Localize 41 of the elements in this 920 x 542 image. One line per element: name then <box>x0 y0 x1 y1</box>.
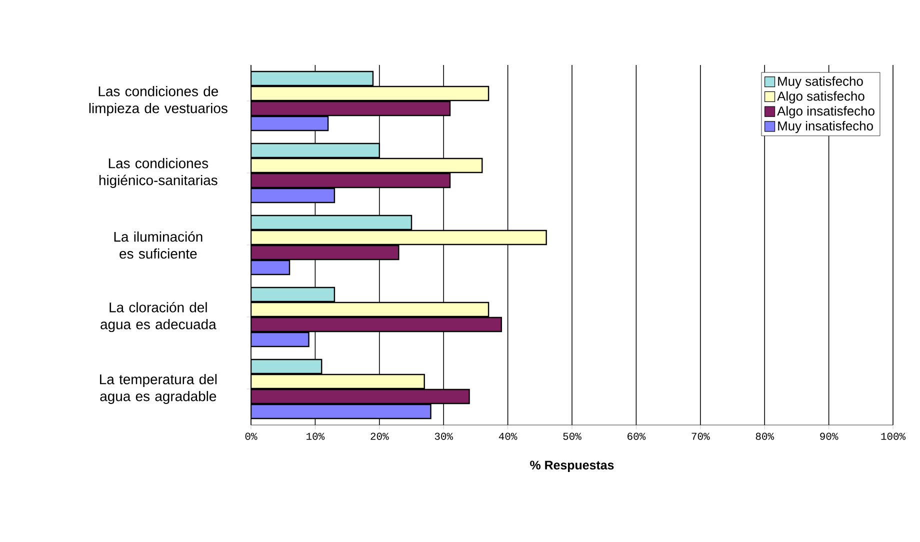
y-tick-label: Las condiciones higiénico-sanitarias <box>99 158 218 188</box>
legend-label: Algo satisfecho <box>777 91 864 104</box>
x-tick-label: 0% <box>245 432 258 440</box>
x-tick-label: 30% <box>434 432 454 440</box>
bar <box>251 286 336 302</box>
bar <box>251 244 400 260</box>
x-tick-label: 40% <box>498 432 518 440</box>
y-tick-label: La temperatura del agua es agradable <box>100 374 217 404</box>
y-tick-label: La cloración del agua es adecuada <box>100 302 216 332</box>
bar <box>251 332 310 348</box>
bar <box>251 358 322 374</box>
bar <box>251 316 502 332</box>
y-tick-label: Las condiciones de limpieza de vestuarios <box>89 86 228 116</box>
bar <box>251 100 451 116</box>
x-tick-label: 90% <box>820 432 838 440</box>
bar <box>251 158 483 174</box>
x-axis-title: % Respuestas <box>530 460 614 472</box>
bar <box>251 172 451 188</box>
legend-label: Muy satisfecho <box>778 76 863 88</box>
bar <box>251 388 470 404</box>
bar <box>251 142 380 158</box>
legend-label: Algo insatisfecho <box>777 106 874 118</box>
x-tick-label: 20% <box>370 432 389 440</box>
bar <box>251 86 490 102</box>
y-tick-label: La iluminación es suficiente <box>114 231 202 259</box>
x-tick-label: 60% <box>628 432 646 440</box>
bar <box>251 214 412 230</box>
bar <box>251 374 425 390</box>
bar <box>251 404 432 420</box>
x-tick-label: 80% <box>756 432 774 440</box>
bar <box>251 70 374 86</box>
x-tick-label: 70% <box>692 432 710 440</box>
x-tick-label: 100% <box>881 432 906 440</box>
bar <box>251 230 547 246</box>
bar <box>251 188 336 204</box>
bar <box>251 116 329 132</box>
x-tick-label: 10% <box>306 432 325 440</box>
x-tick-label: 50% <box>563 432 582 440</box>
legend-label: Muy insatisfecho <box>778 120 873 134</box>
bar <box>251 260 290 276</box>
bar <box>251 302 490 318</box>
